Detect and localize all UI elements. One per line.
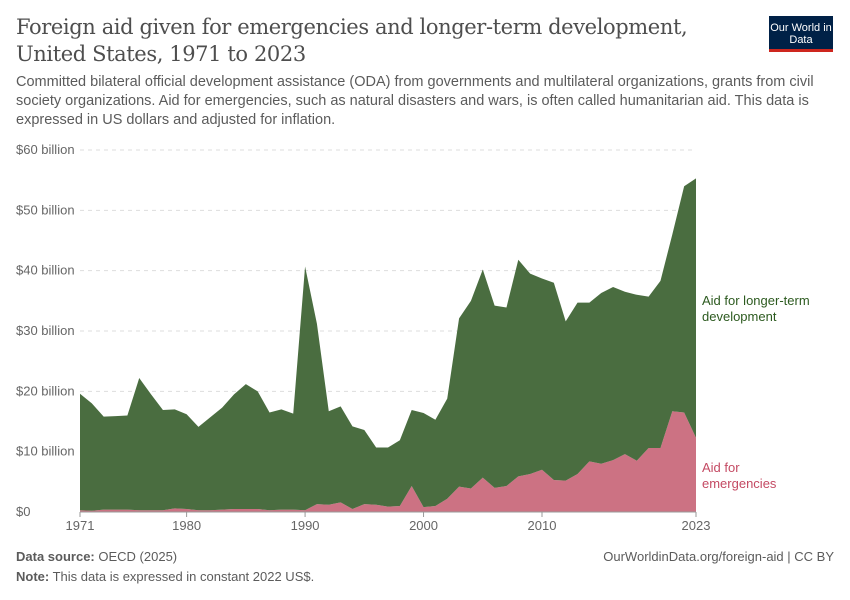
data-source: Data source: OECD (2025) xyxy=(16,549,177,564)
y-tick-label: $10 billion xyxy=(16,444,75,459)
y-tick-label: $0 xyxy=(16,504,30,519)
x-tick-label: 1980 xyxy=(172,518,201,533)
y-tick-label: $50 billion xyxy=(16,202,75,217)
note: Note: This data is expressed in constant… xyxy=(16,569,314,584)
source-label: Data source: xyxy=(16,549,95,564)
legend-longer-term: development xyxy=(702,309,777,324)
x-tick-label: 1990 xyxy=(291,518,320,533)
area-emergencies xyxy=(80,411,696,512)
legend-emergencies: Aid for xyxy=(702,460,740,475)
legend-longer-term: Aid for longer-term xyxy=(702,293,810,308)
chart-title: Foreign aid given for emergencies and lo… xyxy=(16,15,688,66)
x-tick-label: 1971 xyxy=(66,518,95,533)
owid-logo[interactable]: Our World in Data xyxy=(769,16,833,52)
y-tick-label: $30 billion xyxy=(16,323,75,338)
chart-subtitle: Committed bilateral official development… xyxy=(16,74,814,128)
note-label: Note: xyxy=(16,569,50,584)
y-tick-label: $40 billion xyxy=(16,263,75,278)
y-tick-label: $60 billion xyxy=(16,142,75,157)
x-tick-label: 2000 xyxy=(409,518,438,533)
source-text[interactable]: OECD (2025) xyxy=(98,549,178,564)
area-longer-term xyxy=(80,178,696,511)
y-tick-label: $20 billion xyxy=(16,383,75,398)
source-url[interactable]: OurWorldinData.org/foreign-aid | CC BY xyxy=(603,549,834,564)
note-text: This data is expressed in constant 2022 … xyxy=(52,569,315,584)
legend-emergencies: emergencies xyxy=(702,476,777,491)
x-tick-label: 2023 xyxy=(682,518,711,533)
x-tick-label: 2010 xyxy=(528,518,557,533)
